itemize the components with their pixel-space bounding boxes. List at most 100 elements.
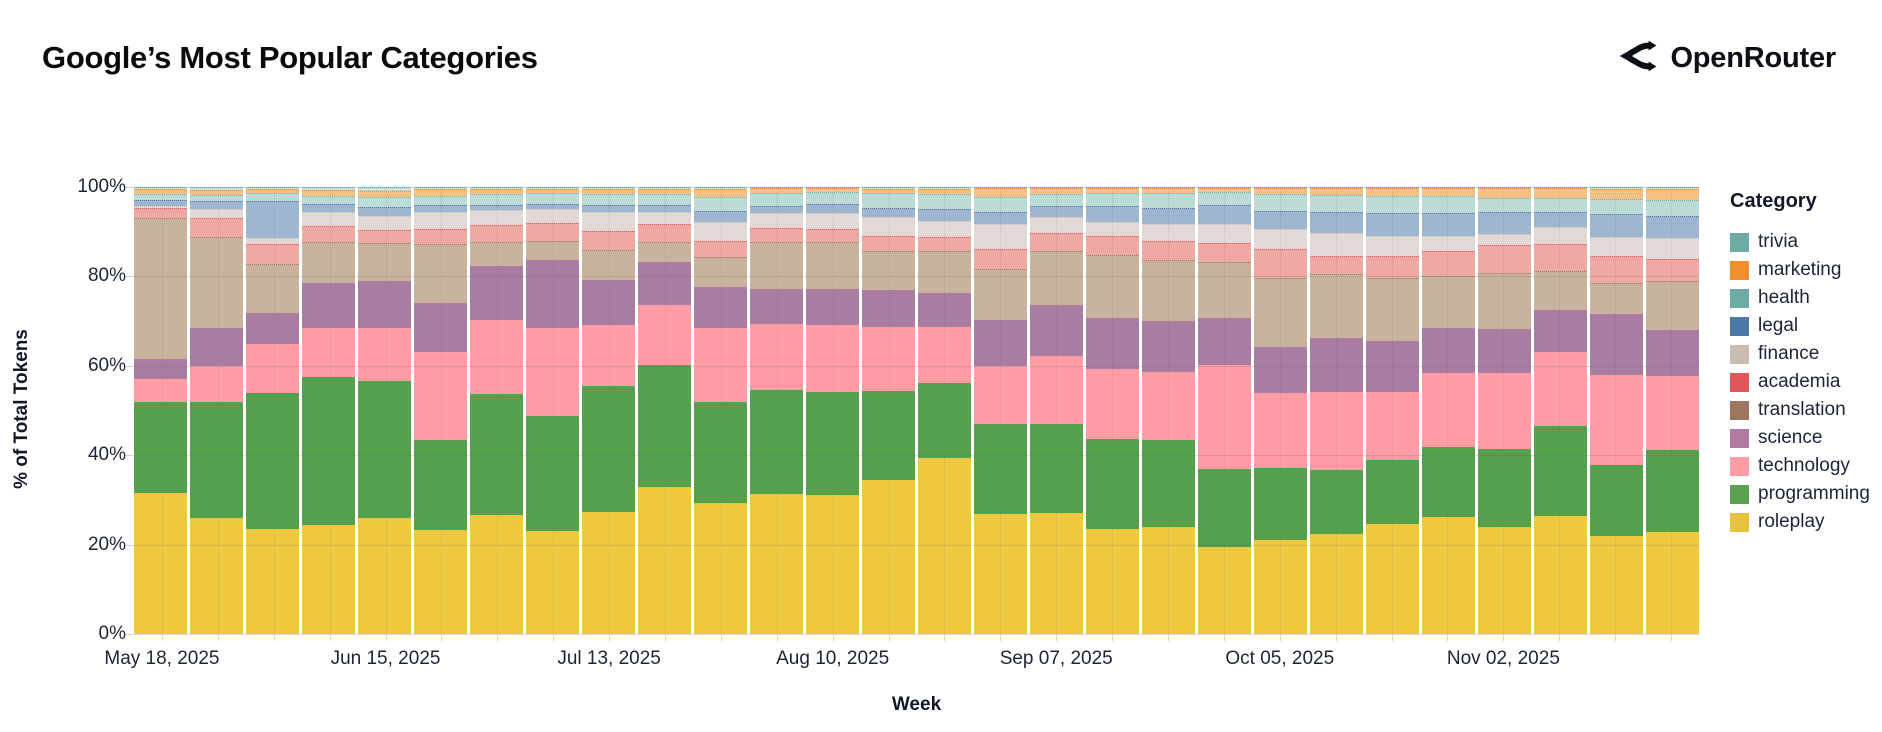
bar-segment-academia[interactable]	[302, 225, 355, 243]
bar-segment-trivia[interactable]	[918, 187, 971, 189]
bar-segment-trivia[interactable]	[302, 187, 355, 190]
bar-segment-programming[interactable]	[694, 401, 747, 504]
bar-segment-programming[interactable]	[1142, 440, 1195, 527]
bar-segment-academia[interactable]	[1198, 242, 1251, 262]
bar-segment-legal[interactable]	[638, 204, 691, 212]
bar-segment-health[interactable]	[1422, 195, 1475, 214]
bar-segment-finance[interactable]	[1478, 234, 1531, 246]
bar-segment-marketing[interactable]	[1422, 188, 1475, 196]
bar-segment-health[interactable]	[1534, 198, 1587, 212]
bar-segment-technology[interactable]	[1366, 392, 1419, 461]
bar-segment-finance[interactable]	[862, 217, 915, 236]
bar-segment-legal[interactable]	[1310, 211, 1363, 233]
bar-segment-health[interactable]	[1030, 194, 1083, 206]
bar-segment-academia[interactable]	[358, 229, 411, 243]
bar-week-Aug 03, 2025[interactable]	[750, 187, 803, 634]
bar-segment-translation[interactable]	[1646, 280, 1699, 331]
bar-segment-finance[interactable]	[1534, 226, 1587, 245]
bar-week-Jul 13, 2025[interactable]	[582, 187, 635, 634]
bar-week-Jun 01, 2025[interactable]	[246, 187, 299, 634]
bar-segment-trivia[interactable]	[190, 187, 243, 190]
bar-segment-health[interactable]	[1142, 193, 1195, 208]
bar-segment-marketing[interactable]	[526, 188, 579, 194]
bar-segment-programming[interactable]	[862, 390, 915, 480]
bar-segment-academia[interactable]	[638, 224, 691, 243]
bar-segment-health[interactable]	[1086, 193, 1139, 206]
bar-segment-roleplay[interactable]	[134, 493, 187, 634]
bar-segment-marketing[interactable]	[302, 189, 355, 197]
bar-segment-legal[interactable]	[1142, 207, 1195, 225]
bar-segment-programming[interactable]	[246, 392, 299, 529]
bar-segment-marketing[interactable]	[1366, 188, 1419, 196]
bar-segment-translation[interactable]	[1030, 250, 1083, 306]
bar-segment-academia[interactable]	[1254, 249, 1307, 278]
bar-segment-marketing[interactable]	[1478, 188, 1531, 199]
bar-segment-trivia[interactable]	[414, 187, 467, 190]
bar-segment-technology[interactable]	[358, 327, 411, 382]
bar-segment-finance[interactable]	[470, 210, 523, 226]
bar-segment-science[interactable]	[806, 289, 859, 325]
bar-segment-technology[interactable]	[1310, 391, 1363, 470]
bar-segment-trivia[interactable]	[358, 187, 411, 191]
bar-segment-technology[interactable]	[190, 365, 243, 402]
bar-segment-finance[interactable]	[1646, 238, 1699, 259]
bar-segment-marketing[interactable]	[918, 188, 971, 195]
bar-segment-translation[interactable]	[246, 264, 299, 314]
bar-segment-health[interactable]	[302, 196, 355, 204]
bar-segment-programming[interactable]	[1198, 468, 1251, 547]
bar-segment-roleplay[interactable]	[918, 457, 971, 634]
bar-segment-legal[interactable]	[582, 204, 635, 213]
bar-segment-finance[interactable]	[414, 212, 467, 229]
bar-segment-marketing[interactable]	[1534, 188, 1587, 199]
bar-segment-technology[interactable]	[1198, 364, 1251, 469]
bar-segment-legal[interactable]	[1254, 210, 1307, 230]
bar-segment-programming[interactable]	[1366, 460, 1419, 525]
bar-segment-technology[interactable]	[470, 319, 523, 394]
bar-segment-trivia[interactable]	[1366, 187, 1419, 189]
bar-segment-marketing[interactable]	[1590, 188, 1643, 200]
bar-segment-academia[interactable]	[1590, 255, 1643, 283]
bar-segment-programming[interactable]	[1254, 467, 1307, 540]
bar-segment-academia[interactable]	[246, 244, 299, 265]
bar-segment-translation[interactable]	[1198, 261, 1251, 319]
bar-segment-trivia[interactable]	[1030, 187, 1083, 188]
bar-week-Sep 07, 2025[interactable]	[1030, 187, 1083, 634]
bar-segment-translation[interactable]	[806, 242, 859, 290]
bar-week-Aug 17, 2025[interactable]	[862, 187, 915, 634]
bar-segment-academia[interactable]	[1478, 245, 1531, 273]
bar-segment-legal[interactable]	[1086, 205, 1139, 222]
bar-segment-health[interactable]	[1366, 195, 1419, 214]
bar-segment-finance[interactable]	[1142, 224, 1195, 242]
bar-segment-trivia[interactable]	[1590, 187, 1643, 189]
bar-segment-legal[interactable]	[470, 204, 523, 211]
bar-segment-trivia[interactable]	[1646, 187, 1699, 190]
bar-segment-programming[interactable]	[358, 381, 411, 518]
bar-segment-legal[interactable]	[862, 207, 915, 218]
bar-segment-finance[interactable]	[358, 216, 411, 230]
bar-segment-health[interactable]	[526, 193, 579, 204]
bar-segment-health[interactable]	[358, 197, 411, 208]
bar-segment-technology[interactable]	[1534, 351, 1587, 427]
bar-segment-trivia[interactable]	[1086, 187, 1139, 188]
bar-segment-programming[interactable]	[1086, 438, 1139, 529]
bar-segment-science[interactable]	[1086, 318, 1139, 369]
bar-segment-roleplay[interactable]	[974, 513, 1027, 634]
bar-segment-programming[interactable]	[302, 377, 355, 525]
bar-segment-legal[interactable]	[1534, 211, 1587, 227]
bar-segment-legal[interactable]	[974, 211, 1027, 225]
bar-week-Aug 10, 2025[interactable]	[806, 187, 859, 634]
bar-segment-science[interactable]	[918, 292, 971, 328]
bar-segment-technology[interactable]	[1254, 393, 1307, 468]
bar-segment-roleplay[interactable]	[1310, 533, 1363, 634]
bar-segment-finance[interactable]	[190, 208, 243, 219]
bar-segment-legal[interactable]	[526, 203, 579, 210]
bar-segment-science[interactable]	[190, 327, 243, 366]
bar-segment-trivia[interactable]	[862, 187, 915, 189]
bar-segment-translation[interactable]	[526, 240, 579, 261]
bar-segment-trivia[interactable]	[638, 187, 691, 190]
bar-segment-trivia[interactable]	[1254, 187, 1307, 189]
bar-segment-marketing[interactable]	[190, 189, 243, 196]
bar-week-Sep 14, 2025[interactable]	[1086, 187, 1139, 634]
bar-segment-technology[interactable]	[302, 327, 355, 377]
bar-segment-science[interactable]	[358, 280, 411, 328]
